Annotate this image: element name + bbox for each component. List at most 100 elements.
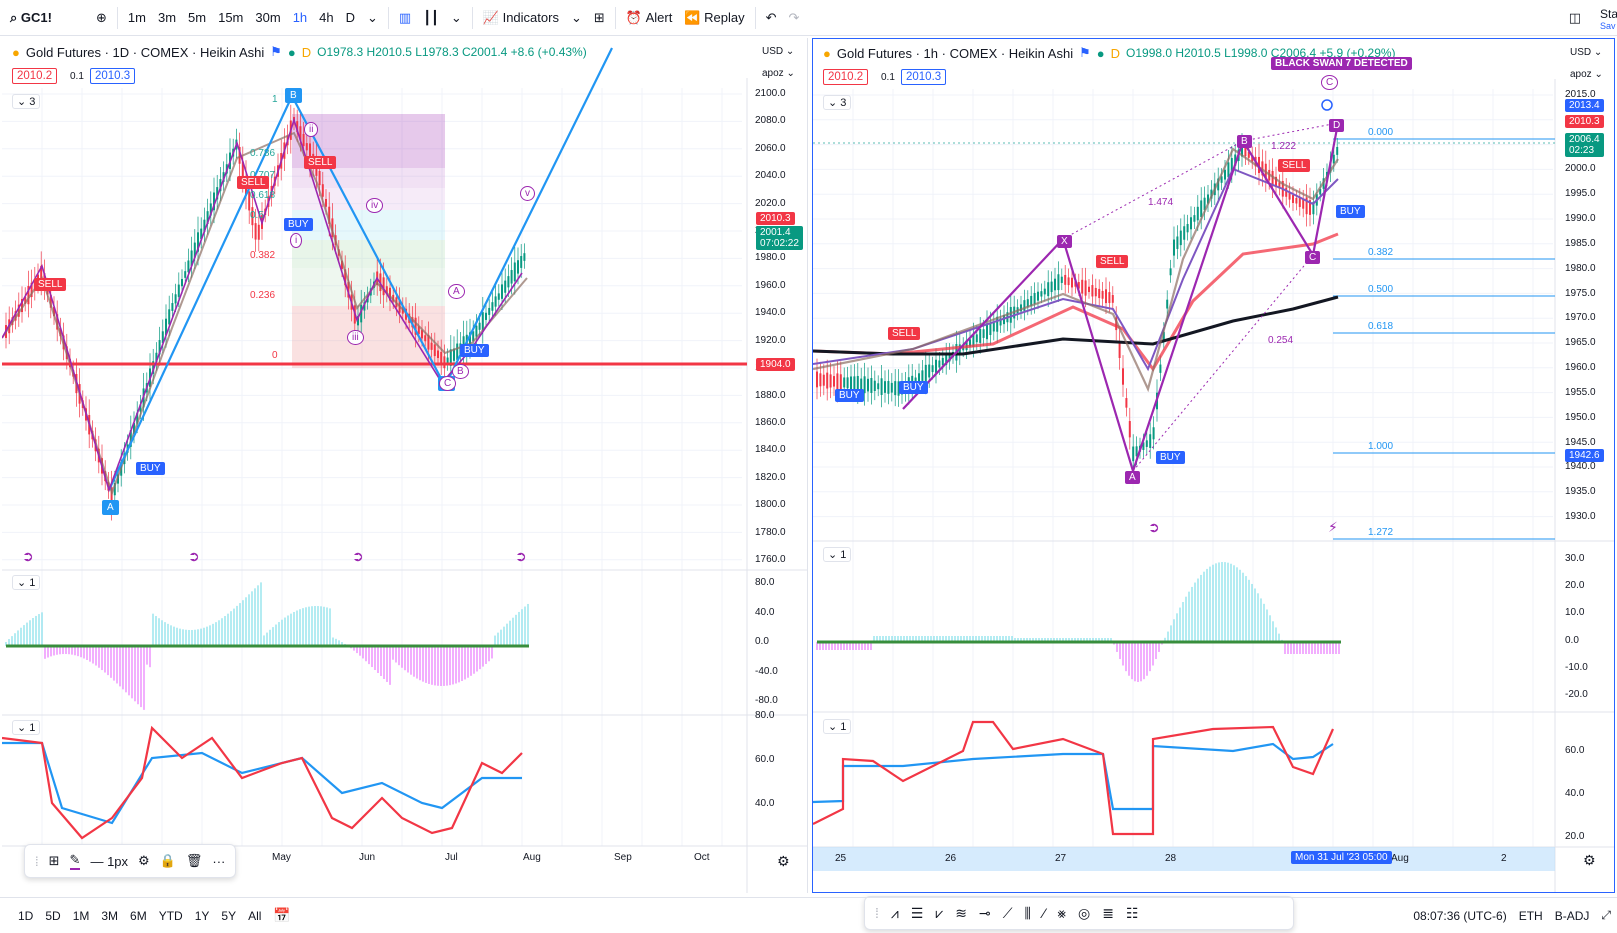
scale-select[interactable]: apoz ⌄: [1570, 69, 1603, 80]
indicators-dropdown[interactable]: ⌄: [570, 9, 582, 25]
indicators-button[interactable]: 📈 Indicators: [482, 9, 559, 26]
settings-gear-icon[interactable]: ⚙: [1583, 852, 1596, 868]
candle-body: [1101, 290, 1104, 299]
interval-1h[interactable]: 1h: [292, 10, 308, 25]
collapse-indicator-2[interactable]: ⌄ 1: [12, 720, 41, 735]
interval-1m[interactable]: 1m: [127, 10, 146, 25]
range-YTD[interactable]: YTD: [158, 908, 183, 923]
fullscreen-icon[interactable]: ⤢: [1601, 908, 1611, 922]
right-chart-canvas[interactable]: [813, 39, 1615, 893]
interval-5m[interactable]: 5m: [188, 10, 207, 25]
candle-body: [456, 343, 459, 360]
alert-button[interactable]: ⏰ Alert: [625, 9, 673, 26]
clock[interactable]: 08:07:36 (UTC-6): [1413, 908, 1507, 923]
pattern-icon[interactable]: ⩗: [935, 904, 944, 921]
buy-price-box[interactable]: 2010.3: [901, 69, 947, 85]
signal-tag: BUY: [899, 381, 928, 394]
xabcd-icon[interactable]: ⨳: [1057, 904, 1067, 921]
horizontal-line-icon[interactable]: ⊸: [979, 904, 991, 921]
signal-tag: BUY: [1156, 451, 1185, 464]
signal-tag: SELL: [888, 327, 921, 340]
drag-handle-icon[interactable]: ⁞: [35, 853, 39, 869]
interval-dropdown[interactable]: ⌄: [367, 9, 378, 25]
adjustment-toggle[interactable]: B-ADJ: [1554, 908, 1590, 923]
regression-icon[interactable]: ☷: [1125, 904, 1139, 921]
candle-body: [257, 224, 260, 240]
range-1D[interactable]: 1D: [18, 908, 34, 923]
collapse-main[interactable]: ⌄ 3: [12, 94, 41, 109]
trend-line-icon[interactable]: ⟋: [1002, 904, 1013, 921]
left-chart-panel[interactable]: ● Gold Futures · 1D · COMEX · Heikin Ash…: [2, 38, 808, 893]
redo-button[interactable]: ↷: [788, 9, 800, 25]
settings-icon[interactable]: ⚙: [138, 853, 150, 868]
candle-body: [870, 378, 873, 393]
path-icon[interactable]: ≋: [955, 904, 967, 921]
interval-30m[interactable]: 30m: [255, 10, 281, 25]
range-5Y[interactable]: 5Y: [221, 908, 237, 923]
sell-price-box[interactable]: 2010.2: [823, 69, 869, 85]
session-toggle[interactable]: ETH: [1518, 908, 1543, 923]
candle-body: [1332, 154, 1335, 164]
pencil-icon[interactable]: ✎: [69, 852, 81, 870]
range-1Y[interactable]: 1Y: [194, 908, 210, 923]
y-tick: 1975.0: [1565, 287, 1596, 299]
candle-body: [1183, 226, 1186, 240]
trash-icon[interactable]: 🗑: [185, 853, 203, 868]
range-All[interactable]: All: [248, 908, 262, 923]
collapse-indicator-1[interactable]: ⌄ 1: [823, 547, 852, 562]
layout-icon[interactable]: ⊞: [593, 9, 605, 25]
fib-level-label: 0.707: [250, 170, 275, 181]
undo-button[interactable]: ↶: [765, 9, 777, 25]
save-button[interactable]: Sta Sav: [1600, 7, 1617, 31]
template-icon[interactable]: ⊞: [48, 853, 60, 868]
more-icon[interactable]: ···: [212, 853, 226, 869]
currency-select[interactable]: USD ⌄: [762, 46, 795, 57]
candle-body: [822, 374, 825, 386]
compare-button[interactable]: ⊕: [96, 9, 107, 25]
wave-c-label: C: [1321, 75, 1339, 90]
date-range-icon[interactable]: 📅: [273, 907, 291, 923]
interval-3m[interactable]: 3m: [157, 10, 177, 25]
candles-icon[interactable]: ┃┃: [423, 9, 439, 25]
replay-button[interactable]: ⏪ Replay: [684, 9, 745, 26]
left-chart-canvas[interactable]: [2, 38, 808, 893]
line-width-button[interactable]: — 1px: [90, 853, 129, 869]
range-5D[interactable]: 5D: [45, 908, 61, 923]
gold-logo-icon: ●: [823, 45, 831, 61]
price-tag-last: 2006.4 02:23: [1565, 133, 1604, 157]
range-6M[interactable]: 6M: [130, 908, 147, 923]
candle-body: [1118, 342, 1121, 358]
collapse-indicator-1[interactable]: ⌄ 1: [12, 575, 41, 590]
range-1M[interactable]: 1M: [72, 908, 90, 923]
collapse-indicator-2[interactable]: ⌄ 1: [823, 719, 852, 734]
candle-body: [1292, 195, 1294, 203]
settings-gear-icon[interactable]: ⚙: [777, 853, 790, 869]
candle-body: [158, 340, 161, 355]
spiral-icon[interactable]: ◎: [1078, 904, 1091, 921]
interval-D[interactable]: D: [345, 10, 356, 25]
drag-handle-icon[interactable]: ⁞: [875, 905, 879, 921]
fib-channel-icon[interactable]: ≣: [1102, 904, 1114, 921]
symbol-search[interactable]: ⌕ GC1!: [10, 9, 52, 26]
lock-icon[interactable]: 🔒: [159, 853, 176, 868]
fib-retracement-icon[interactable]: ☰: [910, 904, 924, 921]
elliott-wave-icon[interactable]: ⩘: [890, 904, 899, 921]
candle-body: [443, 356, 446, 369]
range-3M[interactable]: 3M: [101, 908, 119, 923]
interval-4h[interactable]: 4h: [319, 10, 334, 25]
currency-select[interactable]: USD ⌄: [1570, 47, 1603, 58]
chart-type-dropdown[interactable]: ⌄: [450, 9, 462, 25]
ray-icon[interactable]: ⁄: [1043, 905, 1046, 921]
collapse-main[interactable]: ⌄ 3: [823, 95, 852, 110]
ema-red: [813, 232, 1339, 372]
buy-price-box[interactable]: 2010.3: [90, 68, 136, 84]
bar-style-button[interactable]: ▥: [398, 9, 412, 25]
split-layout-icon[interactable]: ◫: [1568, 9, 1581, 25]
interval-15m[interactable]: 15m: [218, 10, 244, 25]
scale-select[interactable]: apoz ⌄: [762, 68, 795, 79]
right-chart-panel[interactable]: ● Gold Futures · 1h · COMEX · Heikin Ash…: [812, 38, 1615, 893]
y-tick: 40.0: [755, 798, 775, 809]
sell-price-box[interactable]: 2010.2: [12, 68, 58, 84]
bars-pattern-icon[interactable]: ⫼: [1024, 904, 1031, 921]
wave-label: ii: [304, 122, 319, 137]
